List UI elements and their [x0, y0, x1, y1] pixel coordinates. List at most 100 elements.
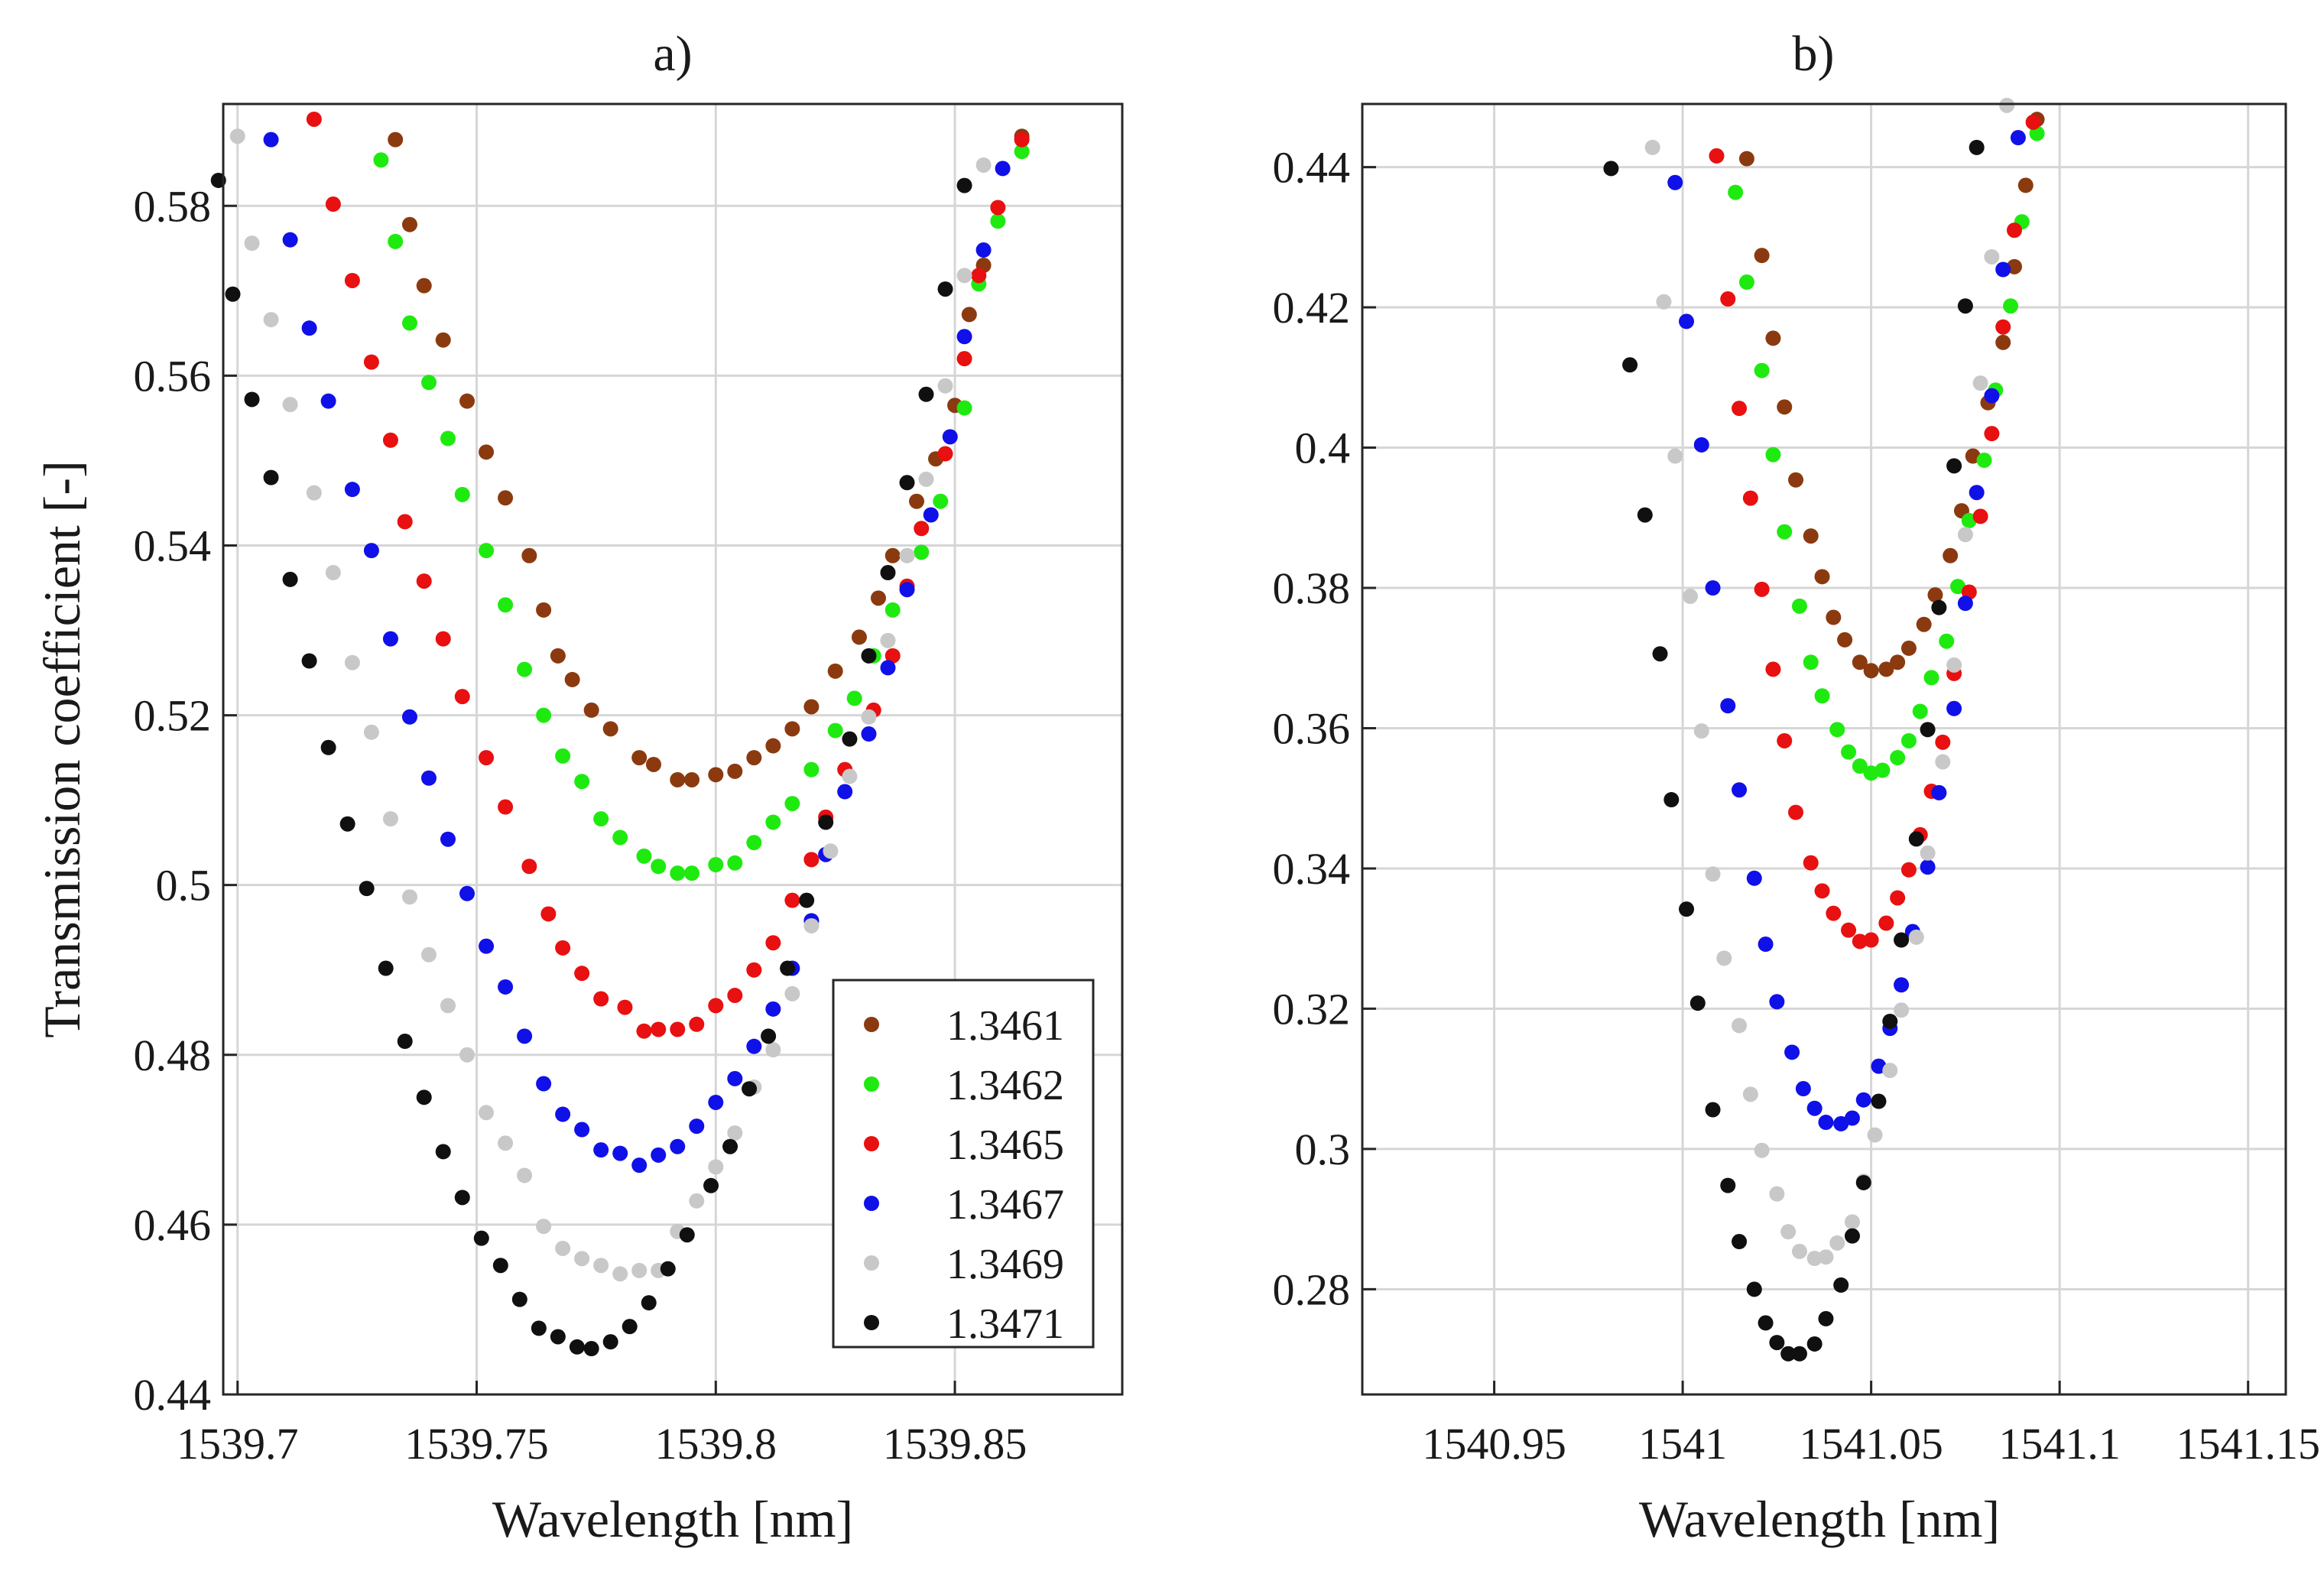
data-point-1-3469: [1742, 1086, 1758, 1102]
data-point-1-3471: [378, 960, 394, 976]
data-point-1-3471: [550, 1329, 566, 1345]
data-point-1-3471: [583, 1341, 599, 1357]
data-point-1-3471: [1894, 932, 1910, 948]
data-point-1-3465: [1742, 490, 1758, 506]
data-point-1-3471: [1844, 1228, 1860, 1244]
data-point-1-3469: [899, 547, 915, 563]
data-point-1-3471: [1855, 1174, 1871, 1190]
data-point-1-3469: [382, 811, 398, 827]
data-point-1-3465: [306, 111, 322, 127]
data-point-1-3465: [555, 940, 571, 956]
data-point-1-3469: [918, 471, 934, 487]
panel-b-grid: [1362, 104, 2286, 1394]
panel-a-xtick-label: 1539.7: [177, 1419, 299, 1469]
data-point-1-3462: [933, 493, 949, 509]
data-point-1-3462: [1852, 758, 1868, 774]
data-point-1-3467: [1855, 1092, 1871, 1108]
data-point-1-3461: [827, 663, 843, 679]
legend-entry: 1.3471: [946, 1300, 1064, 1348]
data-point-1-3461: [961, 307, 977, 323]
data-point-1-3462: [517, 661, 533, 677]
data-point-1-3471: [1746, 1281, 1762, 1297]
data-point-1-3465: [914, 521, 930, 537]
data-point-1-3465: [498, 799, 514, 815]
data-point-1-3462: [684, 865, 700, 881]
data-point-1-3471: [569, 1339, 585, 1355]
data-point-1-3471: [660, 1261, 676, 1277]
panel-a-ytick-label: 0.44: [134, 1370, 212, 1420]
data-point-1-3467: [282, 232, 298, 248]
data-point-1-3469: [574, 1251, 590, 1267]
data-point-1-3469: [803, 917, 820, 933]
panel-a-xtick-label: 1539.8: [655, 1419, 777, 1469]
data-point-1-3467: [1784, 1044, 1800, 1060]
data-point-1-3469: [1732, 1018, 1748, 1034]
data-point-1-3465: [1935, 734, 1951, 750]
data-point-1-3465: [884, 648, 901, 664]
data-point-1-3471: [1957, 298, 1973, 314]
legend-marker: [864, 1315, 879, 1330]
legend-box: [832, 979, 1095, 1349]
data-point-1-3469: [880, 632, 896, 648]
data-point-1-3462: [651, 859, 667, 875]
data-point-1-3467: [1920, 859, 1936, 875]
data-point-1-3467: [459, 885, 476, 901]
panel-a: a) 1539.7 1539.75 1539.8 1539.85 0.44 0.46 0.4…: [33, 26, 1124, 1548]
data-point-1-3461: [1852, 654, 1868, 670]
panel-a-xlabel: Wavelength [nm]: [492, 1490, 853, 1548]
data-point-1-3461: [645, 756, 661, 772]
data-point-1-3471: [641, 1295, 657, 1311]
data-point-1-3461: [1826, 609, 1842, 625]
data-point-1-3465: [636, 1023, 652, 1039]
data-point-1-3469: [344, 654, 360, 670]
panel-a-axes: [222, 102, 1124, 1396]
data-point-1-3467: [746, 1038, 762, 1054]
panel-b-ytick-label: 0.4: [1295, 424, 1351, 473]
data-point-1-3469: [1644, 139, 1660, 155]
data-point-1-3469: [1894, 1002, 1910, 1018]
data-point-1-3465: [2025, 114, 2041, 130]
data-point-1-3471: [918, 386, 934, 402]
data-point-1-3462: [593, 811, 609, 827]
data-point-1-3471: [1679, 901, 1695, 917]
data-point-1-3467: [612, 1145, 628, 1161]
data-point-1-3465: [689, 1016, 705, 1032]
data-point-1-3461: [909, 493, 925, 509]
data-point-1-3469: [363, 724, 379, 740]
data-point-1-3462: [440, 430, 456, 446]
data-point-1-3467: [536, 1076, 552, 1092]
data-point-1-3471: [244, 391, 260, 407]
data-point-1-3462: [846, 690, 862, 706]
data-point-1-3467: [263, 131, 279, 148]
data-point-1-3469: [1656, 294, 1672, 310]
data-point-1-3467: [995, 161, 1011, 177]
data-point-1-3469: [306, 485, 322, 501]
data-point-1-3465: [937, 446, 953, 462]
data-point-1-3469: [612, 1266, 628, 1282]
data-point-1-3471: [780, 960, 796, 976]
data-point-1-3471: [1931, 599, 1947, 615]
data-point-1-3469: [727, 1125, 743, 1141]
panel-b-xtick-label: 1540.95: [1422, 1419, 1566, 1469]
data-point-1-3471: [1920, 722, 1936, 738]
data-point-1-3465: [1878, 915, 1894, 931]
data-point-1-3467: [880, 660, 896, 676]
data-point-1-3461: [583, 702, 599, 718]
data-point-1-3469: [1716, 950, 1732, 966]
data-point-1-3461: [746, 750, 762, 766]
data-point-1-3471: [531, 1320, 547, 1336]
panel-b-ytick-label: 0.32: [1273, 984, 1351, 1034]
data-point-1-3462: [1814, 688, 1830, 704]
data-point-1-3469: [631, 1262, 648, 1278]
data-point-1-3469: [689, 1193, 705, 1209]
data-point-1-3461: [1765, 330, 1781, 346]
data-point-1-3462: [1976, 453, 1992, 469]
data-point-1-3467: [942, 429, 958, 445]
data-point-1-3471: [263, 469, 279, 485]
data-point-1-3471: [320, 739, 336, 755]
data-point-1-3471: [1969, 139, 1985, 155]
data-point-1-3462: [1912, 703, 1928, 719]
data-point-1-3462: [1874, 762, 1891, 778]
data-point-1-3462: [1765, 446, 1781, 463]
data-point-1-3462: [555, 748, 571, 764]
